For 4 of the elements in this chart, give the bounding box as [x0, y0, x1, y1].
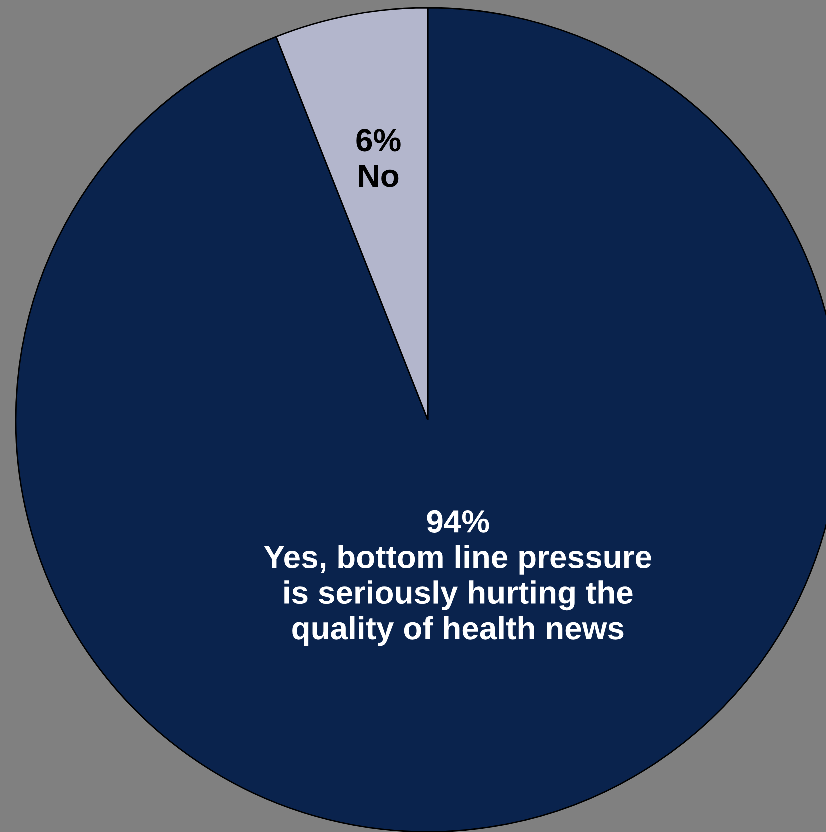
- slice-label: No: [359, 165, 399, 188]
- slice-label: Yes, bottom line pressure is seriously hurting the quality of health news: [264, 545, 652, 646]
- data-label: 94%: [427, 510, 490, 533]
- data-label: 6%: [356, 129, 401, 152]
